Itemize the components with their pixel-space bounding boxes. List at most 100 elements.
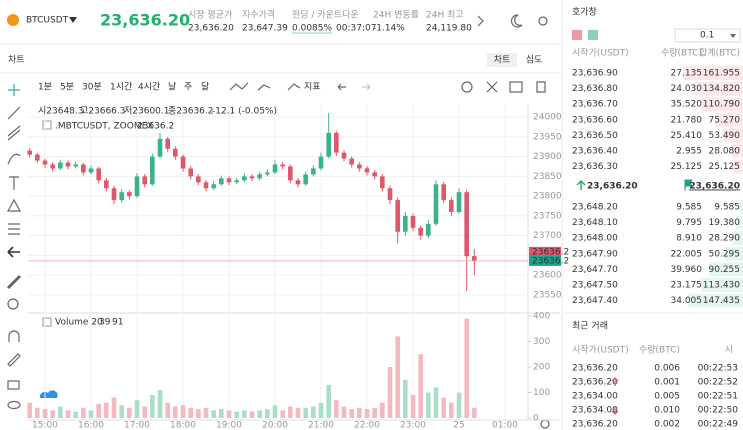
candle-body	[81, 164, 86, 173]
volume-bar	[234, 411, 239, 418]
next-icon[interactable]	[477, 15, 484, 27]
candle-body	[50, 164, 56, 169]
view-toggle[interactable]	[572, 30, 582, 40]
interval[interactable]: 1시간	[110, 82, 132, 93]
volume-bar	[272, 405, 278, 418]
order-price: 23,636.50	[572, 131, 618, 141]
collapse-box[interactable]	[42, 317, 52, 327]
chart-settings-icon[interactable]	[461, 81, 473, 93]
volume-bar	[257, 410, 262, 418]
interval[interactable]: 4시간	[138, 82, 160, 93]
order-price: 23,648.20	[572, 203, 618, 213]
volume-bar	[303, 407, 308, 418]
stat-value: 0.0085%	[292, 24, 332, 34]
settings-icon[interactable]	[538, 16, 548, 26]
candle-body	[257, 174, 262, 179]
layout-icon[interactable]	[536, 81, 546, 93]
order-qty: 39.960	[671, 265, 703, 275]
interval[interactable]: 주	[184, 82, 192, 93]
interval[interactable]: 5분	[60, 82, 74, 93]
order-qty: 8.910	[676, 234, 702, 244]
order-total: 75.270	[709, 115, 741, 125]
column-header: 수량(BTC)	[639, 344, 680, 356]
depth-bar	[688, 293, 743, 308]
candle-body	[349, 158, 354, 165]
price-label-bg	[529, 246, 561, 257]
visibility-tool[interactable]	[7, 400, 21, 410]
trade-price: 23,636.20	[572, 420, 618, 430]
back-tool[interactable]	[7, 246, 20, 258]
depth-bar	[700, 278, 743, 292]
precision-select[interactable]	[674, 28, 741, 43]
trades-title: 최근 거래	[572, 321, 608, 332]
undo-icon[interactable]	[337, 83, 346, 91]
stat-value: 24,119.80	[426, 24, 472, 34]
volume-bar	[226, 410, 232, 418]
volume-bar	[88, 410, 94, 418]
candle-body	[318, 156, 324, 169]
magnet-tool[interactable]	[8, 330, 20, 342]
volume-bar	[387, 367, 393, 418]
screenshot-icon[interactable]	[509, 81, 523, 93]
tab[interactable]: 심도	[526, 55, 543, 66]
compare-icon[interactable]	[257, 84, 271, 91]
stat-label: 24H 최고	[426, 10, 464, 21]
candle-body	[157, 138, 163, 157]
channel-tool[interactable]	[7, 125, 21, 141]
stat-label: 지수가격	[242, 9, 275, 21]
ruler-tool[interactable]	[6, 274, 22, 290]
volume-tick-label: 100	[533, 388, 550, 398]
fib-tool[interactable]	[8, 223, 20, 235]
last-price: 23,636.20	[100, 11, 190, 30]
depth-bar	[723, 128, 743, 143]
trade-qty: 0.005	[654, 392, 680, 402]
order-price: 23,636.30	[572, 162, 618, 172]
symbol[interactable]: BTCUSDT	[26, 16, 69, 26]
indicator-icon[interactable]	[287, 83, 301, 91]
trade-qty: 0.002	[654, 420, 680, 430]
brush-tool[interactable]	[7, 153, 21, 165]
interval[interactable]: 1분	[38, 82, 52, 93]
y-tick-label: 23700	[533, 231, 562, 241]
candle-body	[288, 166, 293, 181]
indicator-button[interactable]: 지표	[304, 82, 321, 93]
interval[interactable]: 날	[168, 82, 176, 93]
interval[interactable]: 30분	[82, 82, 102, 93]
pencil-lock-tool[interactable]	[7, 353, 21, 367]
lock-tool[interactable]	[7, 380, 20, 390]
volume-bar	[433, 387, 439, 418]
candle-body	[472, 256, 477, 261]
redo-icon[interactable]	[362, 83, 371, 91]
volume-bar	[173, 406, 178, 418]
zoom-tool[interactable]	[7, 298, 19, 310]
tab[interactable]: 차트	[494, 54, 511, 66]
trade-time: 00:22:53	[698, 364, 738, 374]
volume-bar	[311, 406, 316, 418]
text-tool[interactable]	[9, 176, 19, 190]
pattern-tool[interactable]	[6, 198, 22, 212]
candle-body	[456, 192, 462, 212]
view-toggle[interactable]	[588, 30, 598, 40]
x-tick-label: 16:00	[78, 421, 104, 430]
candle-body	[395, 200, 400, 232]
fullscreen-icon[interactable]	[486, 81, 498, 93]
crosshair-tool[interactable]	[8, 84, 20, 96]
collapse-box[interactable]	[42, 120, 52, 130]
ohlc-legend: 저23600.1	[124, 106, 170, 117]
theme-icon[interactable]	[510, 14, 523, 28]
trade-price: 23,634.00	[572, 392, 618, 402]
x-tick-label: 01:00	[492, 421, 518, 430]
volume-legend: Volume 20	[55, 318, 103, 328]
order-price: 23,647.70	[572, 265, 618, 275]
trade-arrow-down	[611, 406, 619, 415]
depth-bar	[693, 81, 743, 96]
line-tool[interactable]	[7, 106, 21, 120]
depth-bar	[739, 200, 743, 214]
chart-style-icon[interactable]	[229, 82, 249, 91]
candle-body	[272, 164, 278, 173]
interval[interactable]: 달	[201, 81, 209, 93]
dropdown-arrow[interactable]	[69, 17, 77, 23]
stat-value: -1.14%	[373, 24, 405, 34]
